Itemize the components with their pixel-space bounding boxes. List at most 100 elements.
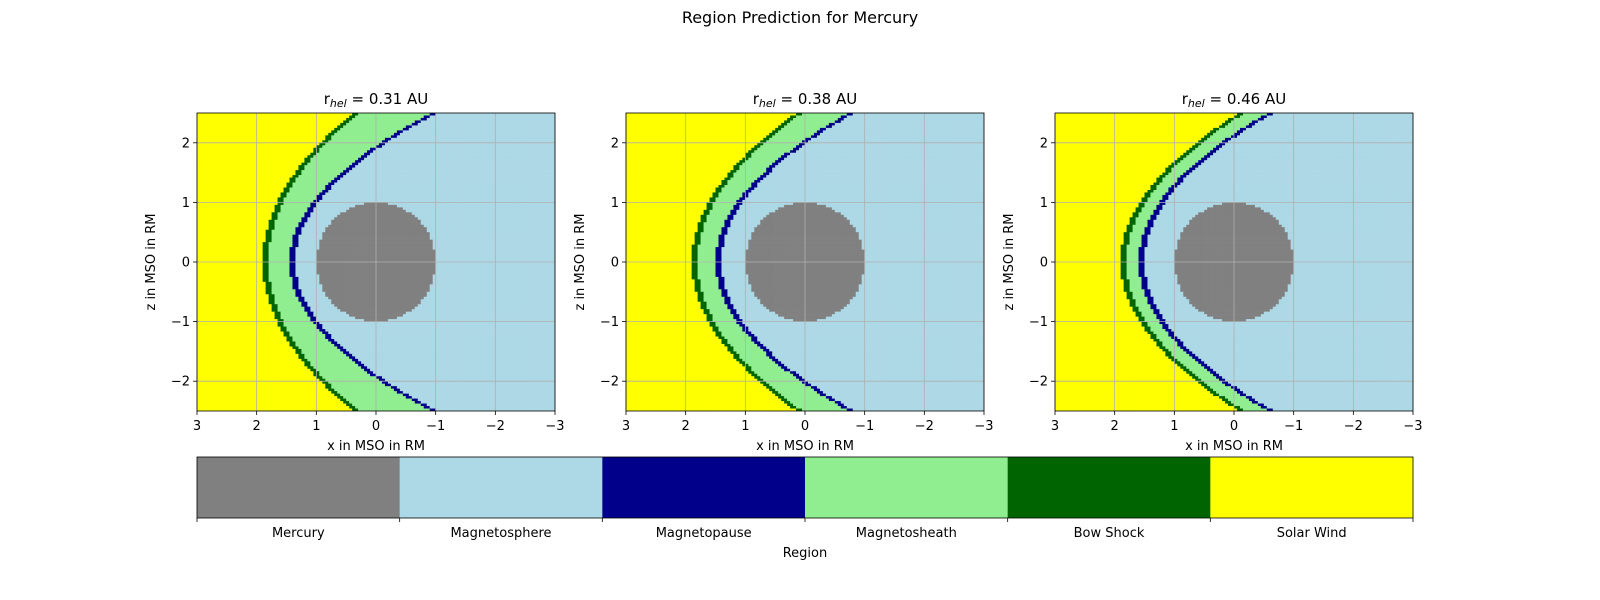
region-cell bbox=[322, 175, 326, 178]
region-cell bbox=[265, 150, 269, 154]
region-cell bbox=[316, 204, 320, 208]
region-cell bbox=[384, 185, 389, 188]
region-cell bbox=[549, 199, 553, 203]
region-cell bbox=[522, 192, 526, 196]
region-cell bbox=[483, 135, 487, 139]
region-cell bbox=[235, 177, 240, 181]
region-cell bbox=[241, 207, 246, 211]
region-cell bbox=[256, 175, 260, 178]
region-cell bbox=[331, 172, 335, 176]
region-cell bbox=[250, 127, 254, 131]
region-cell bbox=[432, 189, 436, 193]
region-cell bbox=[223, 177, 228, 181]
region-cell bbox=[370, 172, 374, 176]
region-cell bbox=[328, 197, 332, 201]
region-cell bbox=[307, 127, 311, 131]
region-cell bbox=[450, 140, 454, 144]
region-cell bbox=[453, 117, 457, 121]
region-cell bbox=[205, 155, 210, 158]
region-cell bbox=[456, 137, 460, 141]
region-cell bbox=[522, 172, 526, 176]
region-cell bbox=[447, 187, 451, 191]
region-cell bbox=[441, 160, 445, 163]
region-cell bbox=[217, 180, 222, 183]
region-cell bbox=[286, 214, 290, 218]
region-cell bbox=[432, 197, 436, 201]
region-cell bbox=[486, 160, 490, 163]
region-cell bbox=[435, 167, 439, 171]
region-cell bbox=[229, 187, 234, 191]
region-cell bbox=[444, 167, 448, 171]
region-cell bbox=[199, 189, 204, 193]
region-cell bbox=[486, 172, 490, 176]
region-cell bbox=[226, 167, 231, 171]
region-cell bbox=[384, 142, 389, 146]
region-cell bbox=[510, 113, 514, 116]
region-cell bbox=[277, 150, 281, 154]
region-cell bbox=[459, 113, 463, 116]
region-cell bbox=[214, 117, 219, 121]
region-cell bbox=[543, 145, 547, 149]
region-cell bbox=[510, 209, 514, 213]
region-cell bbox=[202, 157, 207, 161]
region-cell bbox=[343, 150, 347, 154]
region-cell bbox=[384, 140, 389, 144]
region-cell bbox=[426, 189, 430, 193]
region-cell bbox=[444, 162, 448, 166]
region-cell bbox=[423, 207, 428, 211]
region-cell bbox=[307, 212, 311, 216]
region-cell bbox=[217, 142, 222, 146]
region-cell bbox=[501, 197, 505, 201]
region-cell bbox=[298, 172, 302, 176]
region-cell bbox=[483, 150, 487, 154]
region-cell bbox=[426, 182, 430, 186]
region-cell bbox=[465, 137, 469, 141]
region-cell bbox=[474, 189, 478, 193]
region-cell bbox=[546, 122, 550, 126]
region-cell bbox=[501, 212, 505, 216]
region-cell bbox=[214, 202, 219, 206]
region-cell bbox=[546, 152, 550, 156]
region-cell bbox=[358, 187, 362, 191]
region-cell bbox=[462, 172, 466, 176]
region-cell bbox=[370, 192, 374, 196]
region-cell bbox=[229, 137, 234, 141]
region-cell bbox=[328, 189, 332, 193]
region-cell bbox=[217, 135, 222, 139]
region-cell bbox=[301, 182, 305, 186]
region-cell bbox=[223, 162, 228, 166]
region-cell bbox=[441, 120, 445, 124]
region-cell bbox=[450, 162, 454, 166]
region-cell bbox=[408, 202, 413, 206]
region-cell bbox=[492, 125, 496, 129]
region-cell bbox=[376, 150, 380, 154]
region-cell bbox=[343, 199, 347, 203]
region-cell bbox=[447, 122, 451, 126]
region-cell bbox=[534, 137, 538, 141]
region-cell bbox=[211, 182, 216, 186]
region-cell bbox=[247, 127, 251, 131]
region-cell bbox=[247, 175, 251, 178]
region-cell bbox=[343, 209, 347, 213]
region-cell bbox=[411, 207, 416, 211]
region-cell bbox=[334, 187, 338, 191]
region-cell bbox=[247, 122, 251, 126]
region-cell bbox=[364, 162, 368, 166]
region-cell bbox=[295, 127, 299, 131]
region-cell bbox=[501, 199, 505, 203]
region-cell bbox=[549, 160, 553, 163]
region-cell bbox=[429, 182, 433, 186]
region-cell bbox=[396, 202, 401, 206]
region-cell bbox=[393, 170, 398, 173]
region-cell bbox=[343, 172, 347, 176]
region-cell bbox=[322, 125, 326, 129]
region-cell bbox=[202, 132, 207, 136]
region-cell bbox=[355, 155, 359, 158]
region-cell bbox=[286, 185, 290, 188]
region-cell bbox=[396, 160, 401, 163]
region-cell bbox=[420, 127, 425, 131]
region-cell bbox=[205, 182, 210, 186]
region-cell bbox=[226, 117, 231, 121]
region-cell bbox=[295, 167, 299, 171]
region-cell bbox=[304, 177, 308, 181]
